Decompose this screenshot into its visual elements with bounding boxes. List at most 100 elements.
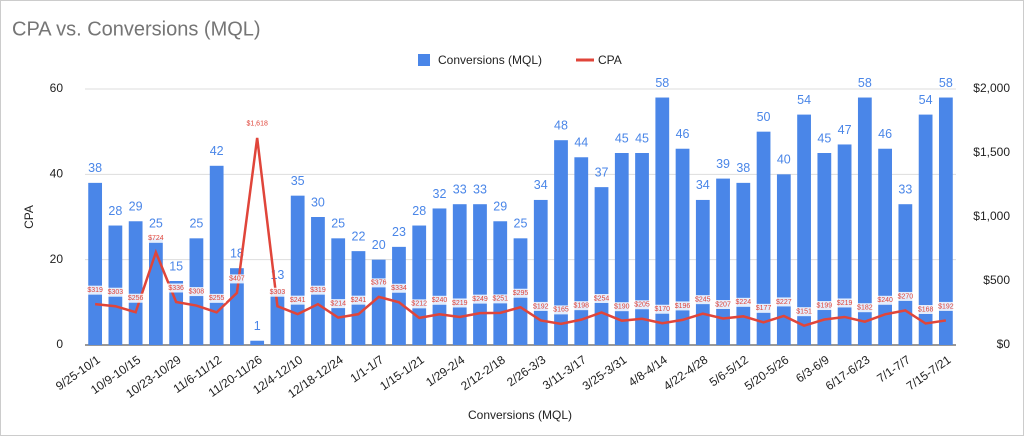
value-label-bg xyxy=(855,303,874,313)
value-label-bg xyxy=(187,287,206,297)
bar xyxy=(635,153,649,345)
bar-label: 22 xyxy=(352,229,366,243)
bar xyxy=(209,165,224,345)
value-label: $205 xyxy=(634,302,650,309)
bar-label: 15 xyxy=(169,259,183,273)
value-label: $192 xyxy=(533,303,549,310)
value-label-bg xyxy=(470,294,489,304)
x-axis-title: Conversions (MQL) xyxy=(468,408,572,422)
bar-label: 46 xyxy=(878,127,892,141)
value-label: $241 xyxy=(290,297,306,304)
value-label-bg xyxy=(369,278,388,288)
bar-label: 46 xyxy=(676,127,690,141)
bar-label: 28 xyxy=(108,204,122,218)
value-label-bg xyxy=(896,291,915,301)
value-label: $254 xyxy=(594,295,610,302)
bar xyxy=(169,281,184,345)
value-label: $240 xyxy=(877,297,893,304)
value-label-bg xyxy=(876,295,895,305)
bar xyxy=(554,140,568,345)
value-label: $165 xyxy=(553,307,569,314)
value-label: $319 xyxy=(87,287,103,294)
bar-label: 39 xyxy=(716,157,730,171)
value-label-bg xyxy=(734,297,753,307)
value-label: $214 xyxy=(330,300,346,307)
bar xyxy=(837,144,852,345)
legend-label: CPA xyxy=(598,53,622,67)
bar xyxy=(473,204,487,345)
value-label-bg xyxy=(430,295,449,305)
value-label-bg xyxy=(349,295,368,305)
bar xyxy=(331,238,346,345)
chart-title: CPA vs. Conversions (MQL) xyxy=(12,18,261,40)
bar xyxy=(716,178,730,345)
value-label: $249 xyxy=(472,296,488,303)
y-tick-label: 40 xyxy=(50,167,64,181)
legend-swatch xyxy=(418,54,430,66)
bar-label: 25 xyxy=(331,217,345,231)
bar xyxy=(533,199,548,345)
value-label: $219 xyxy=(837,300,853,307)
value-label-bg xyxy=(450,298,469,308)
value-label-bg xyxy=(592,293,611,303)
value-label: $303 xyxy=(108,289,124,296)
value-label: $168 xyxy=(918,306,934,313)
value-label-bg xyxy=(653,304,672,314)
value-label-bg xyxy=(491,294,510,304)
value-label: $407 xyxy=(229,276,245,283)
value-label: $245 xyxy=(695,296,711,303)
bar-label: 29 xyxy=(493,200,507,214)
value-label: $196 xyxy=(675,303,691,310)
value-label-bg xyxy=(815,301,834,311)
line xyxy=(95,137,947,328)
bar-label: 33 xyxy=(473,182,487,196)
bar-label: 25 xyxy=(514,217,528,231)
value-label: $308 xyxy=(189,288,205,295)
bar xyxy=(675,148,690,345)
bar xyxy=(230,268,244,345)
value-label-bg xyxy=(531,301,550,311)
bar xyxy=(918,114,933,345)
bar-label: 54 xyxy=(797,93,811,107)
y2-tick-label: $1,500 xyxy=(973,145,1010,159)
value-label-bg xyxy=(106,287,125,297)
y-tick-label: 0 xyxy=(56,337,63,351)
bar-label: 23 xyxy=(392,225,406,239)
value-label-bg xyxy=(774,297,793,307)
bar xyxy=(938,97,953,346)
bar xyxy=(574,157,589,345)
value-label: $227 xyxy=(776,299,792,306)
value-label-bg xyxy=(167,283,186,293)
bar xyxy=(412,225,427,345)
bar-label: 37 xyxy=(595,165,609,179)
bar-label: 34 xyxy=(696,178,710,192)
value-label-bg xyxy=(389,283,408,293)
bar-label: 29 xyxy=(129,200,143,214)
bar-label: 25 xyxy=(189,217,203,231)
value-label: $192 xyxy=(938,303,954,310)
value-label-bg xyxy=(754,303,773,313)
value-label: $319 xyxy=(310,287,326,294)
legend-label: Conversions (MQL) xyxy=(438,53,542,67)
bar xyxy=(392,246,406,345)
value-label: $170 xyxy=(655,306,671,313)
bar-label: 1 xyxy=(254,319,261,333)
value-label: $336 xyxy=(168,285,184,292)
bar xyxy=(493,221,508,345)
y2-tick-label: $2,000 xyxy=(973,81,1010,95)
bar-label: 45 xyxy=(635,131,649,145)
value-label-bg xyxy=(612,302,631,312)
bar-label: 38 xyxy=(88,161,102,175)
value-label: $224 xyxy=(736,299,752,306)
bar xyxy=(88,182,103,345)
bar-label: 30 xyxy=(311,195,325,209)
bar xyxy=(898,204,913,345)
bar-label: 42 xyxy=(210,144,224,158)
value-label-bg xyxy=(86,285,105,295)
value-label: $212 xyxy=(411,301,427,308)
bar-label: 48 xyxy=(554,118,568,132)
value-label-bg xyxy=(248,119,267,129)
y-axis-title: CPA xyxy=(22,205,36,229)
